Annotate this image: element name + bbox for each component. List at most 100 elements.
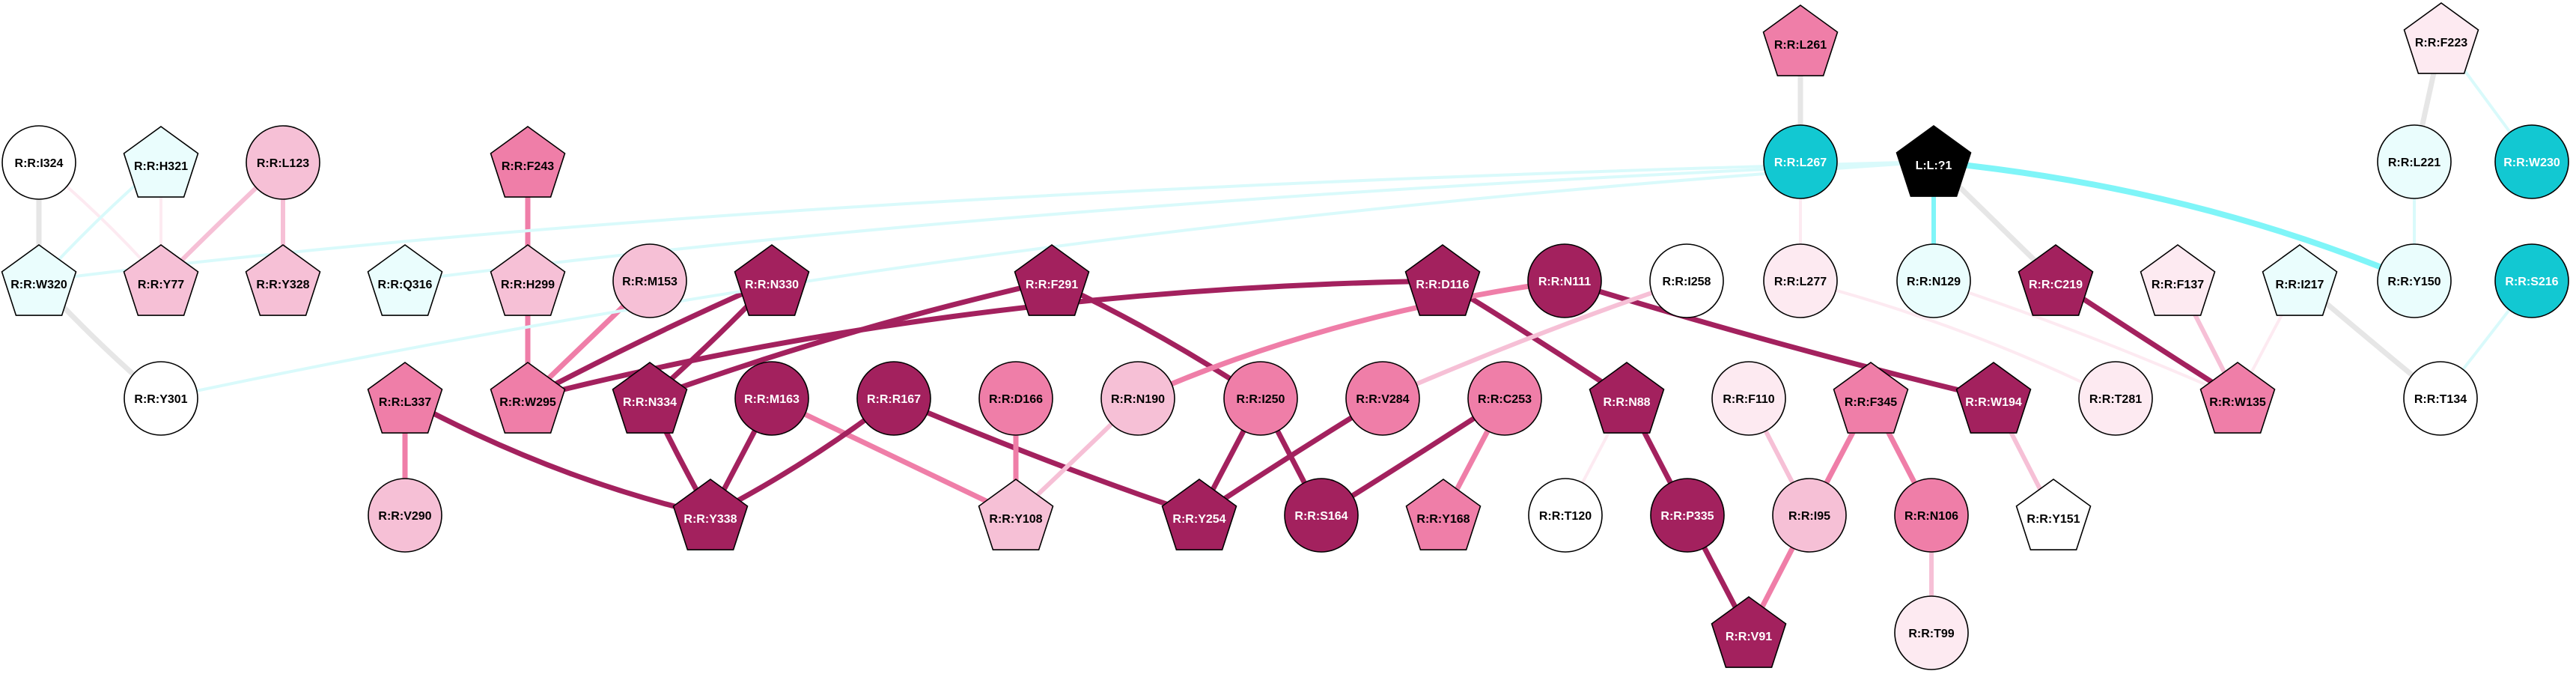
node-r-r-p335[interactable]: R:R:P335: [1650, 478, 1725, 553]
node-r-r-h299[interactable]: R:R:H299: [490, 244, 566, 316]
node-r-r-i258[interactable]: R:R:I258: [1649, 243, 1724, 318]
node-r-r-n190[interactable]: R:R:N190: [1100, 361, 1175, 436]
node-shape-r-r-q316: [367, 244, 443, 316]
node-shape-r-r-v290: [368, 478, 442, 553]
node-r-r-n129[interactable]: R:R:N129: [1896, 243, 1971, 318]
node-r-r-m153[interactable]: R:R:M153: [612, 243, 687, 318]
node-shape-r-r-n330: [734, 244, 810, 316]
node-r-r-t134[interactable]: R:R:T134: [2403, 361, 2478, 436]
node-layer: L:L:?1 R:R:L261 R:R:F223 R:R:I324 R:R:H321 R:…: [1, 2, 2569, 670]
node-label-r-r-f110: R:R:F110: [1723, 393, 1774, 406]
node-r-r-y77[interactable]: R:R:Y77: [123, 244, 199, 316]
node-r-r-f291[interactable]: R:R:F291: [1014, 244, 1090, 316]
node-shape-r-r-m153: [612, 243, 687, 318]
node-label-r-r-w230: R:R:W230: [2503, 157, 2560, 169]
node-r-r-n334[interactable]: R:R:N334: [612, 362, 688, 434]
node-shape-r-r-y151: [2015, 479, 2092, 550]
node-r-r-i217[interactable]: R:R:I217: [2262, 244, 2338, 316]
node-r-r-y108[interactable]: R:R:Y108: [978, 479, 1054, 550]
node-r-r-n106[interactable]: R:R:N106: [1894, 478, 1969, 553]
node-shape-r-r-p335: [1650, 478, 1725, 553]
node-shape-r-r-n88: [1589, 362, 1665, 434]
node-r-r-i324[interactable]: R:R:I324: [1, 125, 76, 200]
node-r-r-t281[interactable]: R:R:T281: [2078, 361, 2153, 436]
node-label-r-r-n106: R:R:N106: [1904, 510, 1958, 523]
node-r-r-s164[interactable]: R:R:S164: [1284, 478, 1359, 553]
node-label-r-r-c219: R:R:C219: [2029, 279, 2083, 291]
node-r-r-w295[interactable]: R:R:W295: [490, 362, 566, 434]
node-r-r-w194[interactable]: R:R:W194: [1955, 362, 2032, 434]
node-r-r-h321[interactable]: R:R:H321: [123, 126, 199, 198]
node-shape-r-r-f345: [1833, 362, 1909, 434]
node-shape-r-r-y108: [978, 479, 1054, 550]
node-r-r-y328[interactable]: R:R:Y328: [245, 244, 321, 316]
node-r-r-y338[interactable]: R:R:Y338: [672, 479, 749, 550]
node-r-r-w135[interactable]: R:R:W135: [2199, 362, 2276, 434]
node-r-r-w320[interactable]: R:R:W320: [1, 244, 77, 316]
node-label-r-r-m163: R:R:M163: [744, 393, 800, 406]
node-shape-r-r-n106: [1894, 478, 1969, 553]
node-r-r-r167[interactable]: R:R:R167: [856, 361, 931, 436]
node-r-r-l261[interactable]: R:R:L261: [1762, 4, 1839, 76]
node-r-r-t120[interactable]: R:R:T120: [1528, 478, 1603, 553]
node-shape-r-r-m163: [734, 361, 809, 436]
node-r-r-w230[interactable]: R:R:W230: [2494, 124, 2569, 199]
edge-r-r-n111-to-r-r-n190: [1135, 278, 1568, 401]
node-label-r-r-h299: R:R:H299: [501, 279, 555, 291]
node-r-r-v284[interactable]: R:R:V284: [1345, 361, 1420, 436]
node-r-r-i250[interactable]: R:R:I250: [1223, 361, 1298, 436]
node-shape-r-r-l221: [2377, 124, 2452, 199]
node-r-r-m163[interactable]: R:R:M163: [734, 361, 809, 436]
node-shape-l-l-1: [1896, 125, 1972, 197]
node-r-r-f345[interactable]: R:R:F345: [1833, 362, 1909, 434]
node-shape-r-r-i324: [1, 125, 76, 200]
node-l-l-1[interactable]: L:L:?1: [1896, 125, 1972, 197]
node-shape-r-r-d166: [978, 361, 1053, 436]
node-r-r-l267[interactable]: R:R:L267: [1763, 124, 1838, 199]
node-r-r-n111[interactable]: R:R:N111: [1527, 243, 1602, 318]
node-shape-r-r-y77: [123, 244, 199, 316]
edge-r-r-n129-to-r-r-w135: [1932, 279, 2239, 400]
node-r-r-y254[interactable]: R:R:Y254: [1161, 479, 1237, 550]
node-r-r-v290[interactable]: R:R:V290: [368, 478, 442, 553]
node-r-r-i95[interactable]: R:R:I95: [1772, 478, 1847, 553]
node-label-r-r-l123: R:R:L123: [257, 157, 309, 170]
node-label-r-r-y338: R:R:Y338: [683, 513, 737, 526]
node-r-r-f243[interactable]: R:R:F243: [490, 126, 566, 198]
node-shape-r-r-i258: [1649, 243, 1724, 318]
node-r-r-c253[interactable]: R:R:C253: [1467, 361, 1542, 436]
node-r-r-f110[interactable]: R:R:F110: [1711, 361, 1786, 436]
node-r-r-f137[interactable]: R:R:F137: [2140, 244, 2216, 316]
node-r-r-n88[interactable]: R:R:N88: [1589, 362, 1665, 434]
node-r-r-l221[interactable]: R:R:L221: [2377, 124, 2452, 199]
node-r-r-y301[interactable]: R:R:Y301: [124, 361, 198, 436]
node-r-r-y150[interactable]: R:R:Y150: [2377, 243, 2452, 318]
node-r-r-f223[interactable]: R:R:F223: [2403, 2, 2479, 74]
node-r-r-d116[interactable]: R:R:D116: [1404, 244, 1481, 316]
node-r-r-n330[interactable]: R:R:N330: [734, 244, 810, 316]
node-r-r-l123[interactable]: R:R:L123: [246, 125, 320, 200]
node-r-r-q316[interactable]: R:R:Q316: [367, 244, 443, 316]
node-r-r-t99[interactable]: R:R:T99: [1894, 595, 1969, 670]
edge-r-r-n330-to-r-r-w295: [525, 278, 775, 401]
node-r-r-y151[interactable]: R:R:Y151: [2015, 479, 2092, 550]
node-shape-r-r-w230: [2494, 124, 2569, 199]
node-r-r-d166[interactable]: R:R:D166: [978, 361, 1053, 436]
node-r-r-c219[interactable]: R:R:C219: [2018, 244, 2094, 316]
node-r-r-l337[interactable]: R:R:L337: [367, 362, 443, 434]
node-label-r-r-q316: R:R:Q316: [378, 279, 433, 291]
node-shape-r-r-y328: [245, 244, 321, 316]
node-label-r-r-d116: R:R:D116: [1416, 279, 1469, 291]
node-shape-r-r-w194: [1955, 362, 2032, 434]
node-r-r-l277[interactable]: R:R:L277: [1763, 243, 1838, 318]
node-r-r-v91[interactable]: R:R:V91: [1711, 596, 1787, 668]
node-shape-r-r-v284: [1345, 361, 1420, 436]
edge-l-l-1-to-r-r-y150: [1931, 159, 2417, 284]
node-r-r-s216[interactable]: R:R:S216: [2494, 243, 2569, 318]
node-shape-r-r-y338: [672, 479, 749, 550]
node-r-r-y168[interactable]: R:R:Y168: [1405, 479, 1482, 550]
node-label-r-r-w320: R:R:W320: [10, 279, 67, 291]
node-label-r-r-i95: R:R:I95: [1788, 510, 1830, 523]
node-shape-r-r-v91: [1711, 596, 1787, 668]
